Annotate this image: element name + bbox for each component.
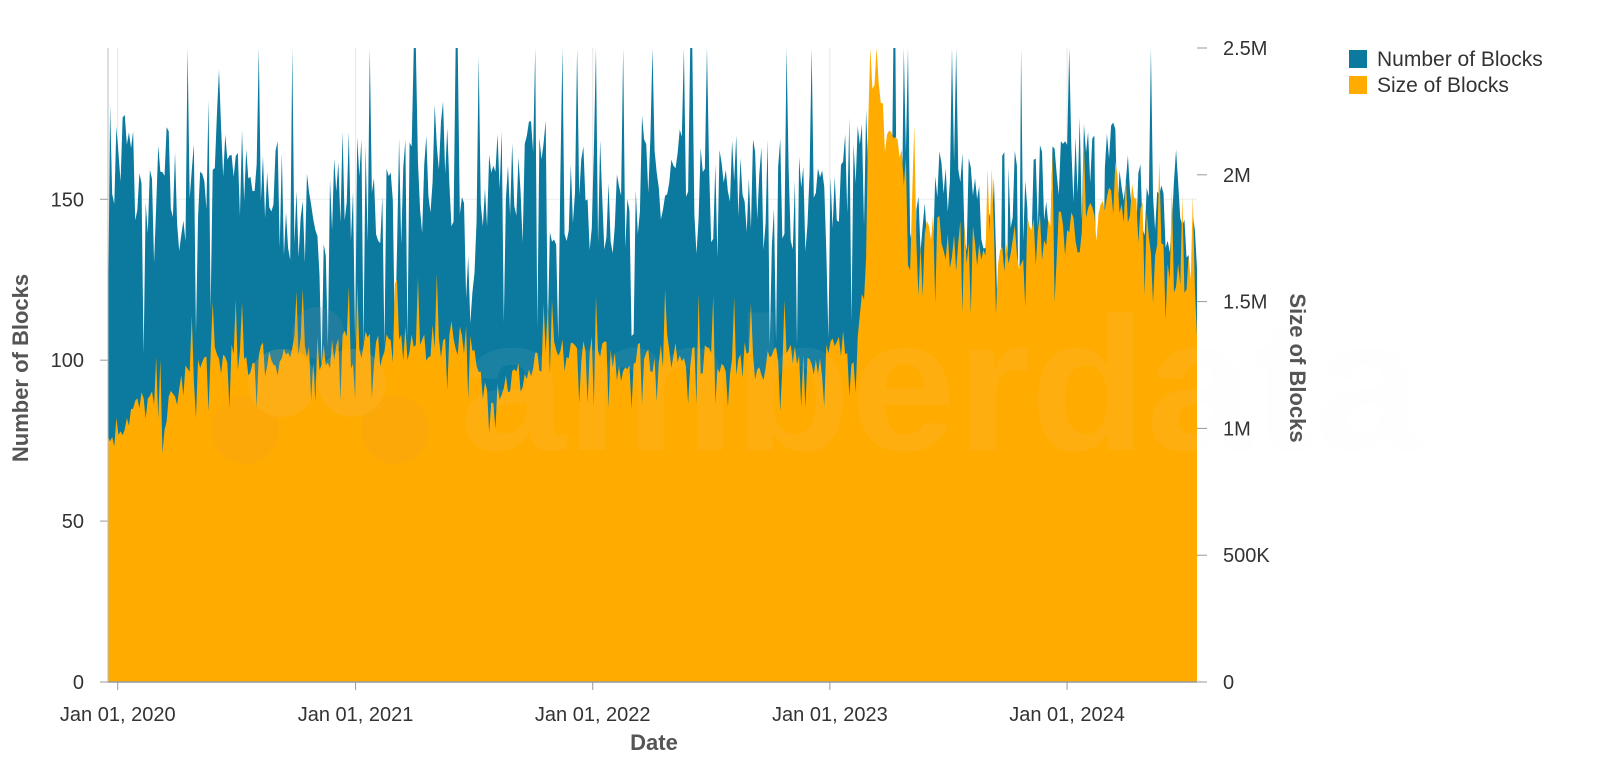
y-left-tick-label: 50 [62,511,84,533]
legend-swatch [1349,50,1367,68]
watermark-logo-icon [211,307,429,464]
y-right-tick-label: 2.5M [1223,38,1267,60]
y-left-axis-title: Number of Blocks [8,274,33,462]
x-tick-label: Jan 01, 2020 [60,704,176,726]
y-right-tick-label: 2M [1223,165,1251,187]
y-right-axis-title: Size of Blocks [1285,293,1310,442]
legend: Number of Blocks Size of Blocks [1349,48,1543,97]
y-left-tick-label: 150 [51,189,84,211]
watermark-text: amberdata [460,279,1422,491]
y-right-tick-label: 500K [1223,545,1270,567]
series-layer [108,48,1197,682]
y-right-tick-label: 1.5M [1223,292,1267,314]
x-tick-label: Jan 01, 2022 [535,704,651,726]
axes: Jan 01, 2020 Jan 01, 2021 Jan 01, 2022 Jan … [51,38,1271,726]
watermark: amberdata [211,279,1422,491]
legend-label: Number of Blocks [1377,48,1543,71]
y-right-tick-label: 1M [1223,418,1251,440]
x-tick-label: Jan 01, 2021 [298,704,414,726]
x-axis-title: Date [630,730,678,755]
x-tick-label: Jan 01, 2024 [1009,704,1125,726]
legend-label: Size of Blocks [1377,74,1509,97]
y-left-tick-label: 0 [73,672,84,694]
y-right-tick-label: 0 [1223,672,1234,694]
y-left-tick-label: 100 [51,350,84,372]
series-size-of-blocks [108,48,1197,682]
x-tick-label: Jan 01, 2023 [772,704,888,726]
legend-swatch [1349,76,1367,94]
